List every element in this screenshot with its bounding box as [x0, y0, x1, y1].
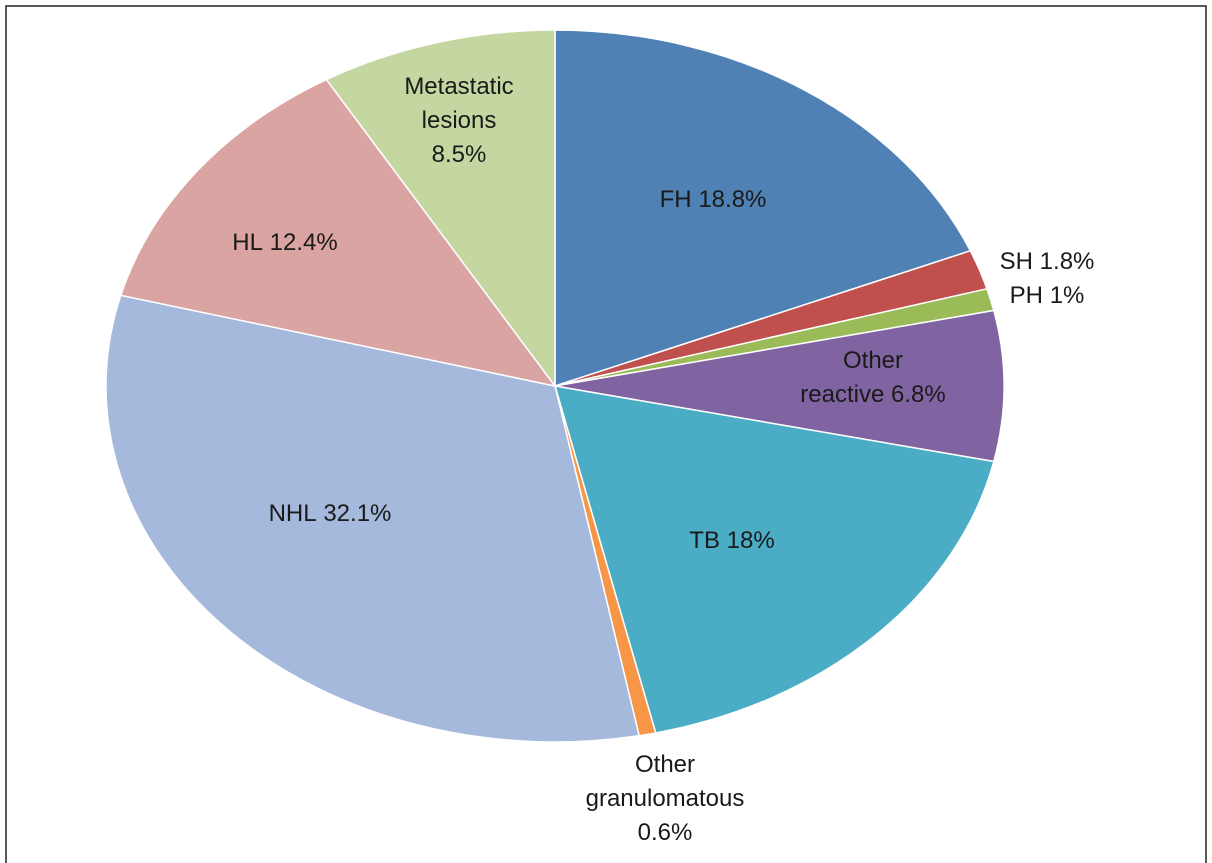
- slice-label: SH 1.8%: [1000, 245, 1095, 279]
- slice-label: Metastatic lesions 8.5%: [394, 70, 524, 172]
- category-label: NHL: [268, 500, 317, 527]
- value-label: 32.1%: [323, 500, 392, 527]
- slice-label: Other granulomatous 0.6%: [570, 748, 760, 850]
- pie-slice: [105, 294, 641, 743]
- category-label: HL: [232, 229, 263, 256]
- category-label: TB: [689, 527, 720, 554]
- value-label: 8.5%: [431, 141, 487, 168]
- slice-label: Other reactive 6.8%: [799, 344, 947, 412]
- frame-border: [5, 5, 1207, 863]
- pie-slice: [325, 29, 556, 389]
- category-label: PH: [1009, 282, 1043, 309]
- value-label: 6.8%: [891, 381, 946, 408]
- value-label: 1%: [1049, 282, 1085, 309]
- slice-label: HL 12.4%: [232, 226, 337, 260]
- slice-label: FH 18.8%: [660, 183, 767, 217]
- category-label: Other reactive: [800, 347, 904, 408]
- pie-slice: [553, 385, 995, 734]
- slice-label: TB 18%: [689, 524, 774, 558]
- pie-slice: [554, 29, 972, 388]
- pie-slice: [119, 78, 557, 388]
- value-label: 18%: [726, 527, 775, 554]
- slice-label: PH 1%: [1010, 279, 1085, 313]
- value-label: 0.6%: [637, 819, 693, 846]
- category-label: SH: [999, 248, 1033, 275]
- category-label: Other granulomatous: [585, 751, 745, 812]
- slice-label: NHL 32.1%: [269, 497, 392, 531]
- value-label: 1.8%: [1039, 248, 1095, 275]
- value-label: 18.8%: [698, 186, 767, 213]
- pie-slice: [554, 309, 1005, 463]
- category-label: Metastatic lesions: [404, 73, 514, 134]
- category-label: FH: [659, 186, 692, 213]
- value-label: 12.4%: [269, 229, 338, 256]
